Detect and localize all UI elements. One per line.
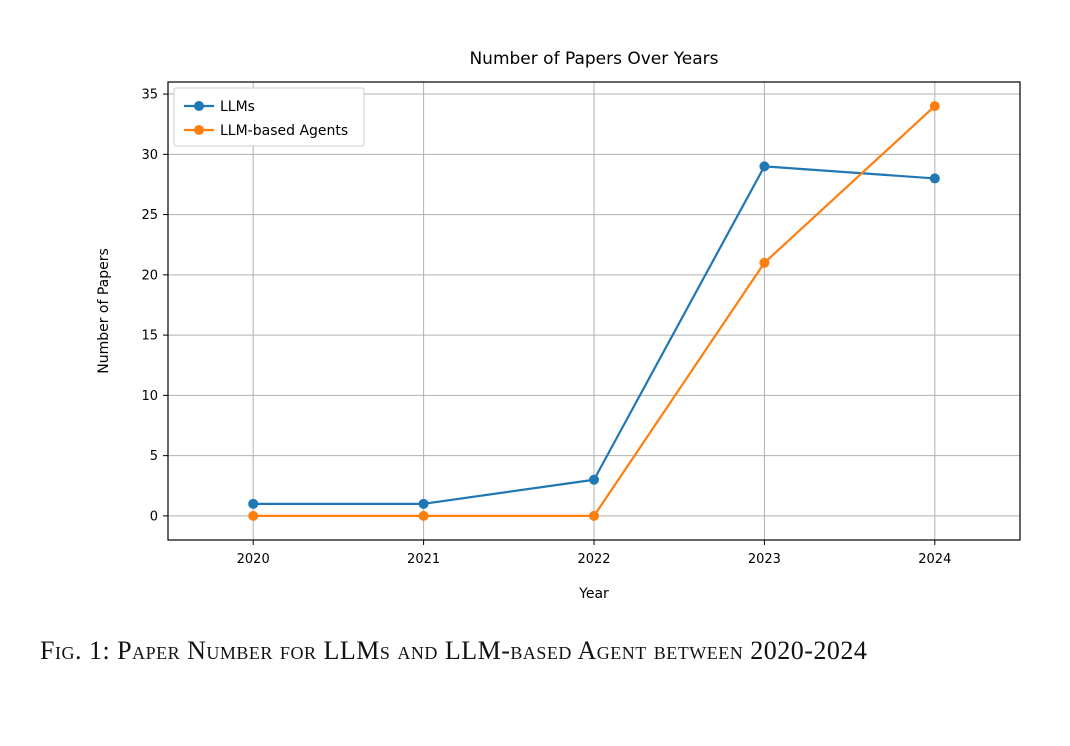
y-tick-label: 0 [150,509,158,524]
legend-label: LLMs [220,99,255,115]
caption-years: 2020-2024 [743,636,867,665]
series-marker [759,161,769,171]
series-marker [589,475,599,485]
x-axis-label: Year [578,586,609,602]
series-marker [759,258,769,268]
x-tick-label: 2021 [407,552,440,567]
x-tick-label: 2020 [237,552,270,567]
series-marker [248,511,258,521]
series-marker [589,511,599,521]
series-marker [248,499,258,509]
y-tick-label: 35 [141,88,158,103]
x-tick-label: 2022 [577,552,610,567]
legend-marker [194,125,204,135]
papers-line-chart: 0 5 10 15 20 25 30 35 2020 2021 2022 2023 2024 Numb… [0,0,1070,610]
y-tick-label: 10 [141,389,158,404]
series-marker [419,511,429,521]
figure-caption: Fig. 1: Paper Number for LLMs and LLM-ba… [40,632,1030,670]
legend-marker [194,101,204,111]
caption-label: Fig. 1 [40,636,102,665]
caption-text: : Paper Number for LLMs and LLM-based Ag… [102,636,743,665]
figure-container: 0 5 10 15 20 25 30 35 2020 2021 2022 2023 2024 Numb… [0,0,1070,746]
x-tick-label: 2024 [918,552,951,567]
y-tick-label: 15 [141,329,158,344]
series-marker [930,101,940,111]
y-tick-label: 20 [141,268,158,283]
y-tick-label: 30 [141,148,158,163]
series-marker [419,499,429,509]
chart-title: Number of Papers Over Years [469,49,718,69]
y-tick-label: 5 [150,449,158,464]
legend-label: LLM-based Agents [220,123,348,139]
legend: LLMs LLM-based Agents [174,88,364,146]
series-marker [930,173,940,183]
y-tick-label: 25 [141,208,158,223]
x-tick-label: 2023 [748,552,781,567]
y-axis-label: Number of Papers [96,248,112,374]
